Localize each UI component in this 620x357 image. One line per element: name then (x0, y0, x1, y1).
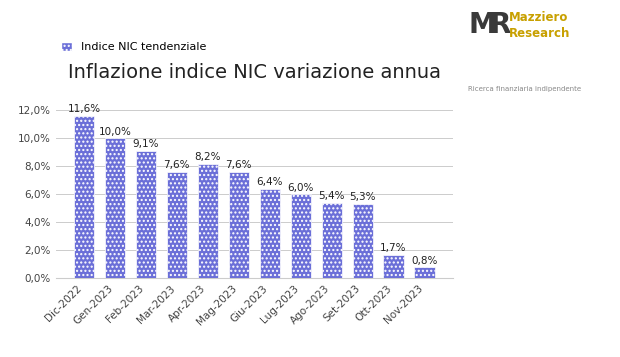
Title: Inflazione indice NIC variazione annua: Inflazione indice NIC variazione annua (68, 63, 441, 82)
Text: 6,4%: 6,4% (257, 177, 283, 187)
Text: 9,1%: 9,1% (133, 139, 159, 149)
Text: Ricerca finanziaria indipendente: Ricerca finanziaria indipendente (468, 86, 581, 92)
Bar (105, 138, 125, 278)
Bar (384, 255, 404, 278)
Bar (414, 267, 435, 278)
Text: 7,6%: 7,6% (164, 160, 190, 170)
Bar (229, 172, 249, 278)
Text: 0,8%: 0,8% (411, 256, 438, 266)
Bar (74, 116, 94, 278)
Text: 7,6%: 7,6% (226, 160, 252, 170)
Text: Mazziero
Research: Mazziero Research (508, 11, 570, 40)
Text: 6,0%: 6,0% (288, 183, 314, 193)
Bar (167, 172, 187, 278)
Bar (322, 203, 342, 278)
Text: R: R (490, 11, 511, 39)
Text: 5,4%: 5,4% (318, 191, 345, 201)
Bar (136, 151, 156, 278)
Legend: Indice NIC tendenziale: Indice NIC tendenziale (61, 42, 206, 52)
Bar (260, 189, 280, 278)
Text: 10,0%: 10,0% (99, 127, 131, 137)
Bar (353, 204, 373, 278)
Bar (291, 194, 311, 278)
Bar (198, 164, 218, 278)
Text: 11,6%: 11,6% (68, 104, 100, 114)
Text: 8,2%: 8,2% (195, 152, 221, 162)
Text: 5,3%: 5,3% (349, 192, 376, 202)
Text: 1,7%: 1,7% (380, 243, 407, 253)
Text: M: M (468, 11, 496, 39)
